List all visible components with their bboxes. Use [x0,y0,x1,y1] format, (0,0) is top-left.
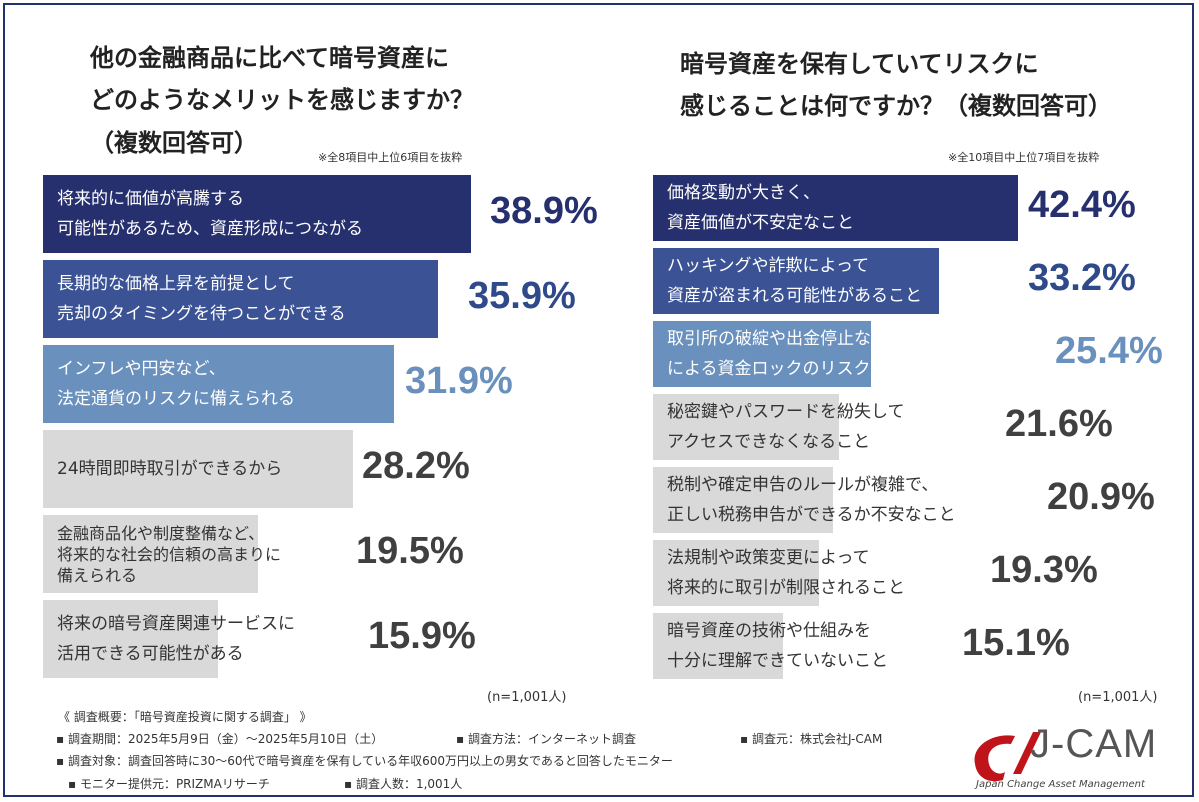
left-chart-bar-label-line: 備えられる [57,566,138,585]
left-chart-bar-label-line: 法定通貨のリスクに備えられる [57,389,295,409]
left-chart-bar-label-line: 可能性があるため、資産形成につながる [57,219,363,239]
survey-method: ▪ 調査方法：インターネット調査 [456,732,636,746]
survey-source: ▪ 調査元：株式会社J-CAM [740,732,883,746]
right-chart-bar-label-line: による資金ロックのリスク [667,359,871,379]
left-chart-title-line2: どのようなメリットを感じますか？ [90,86,474,114]
logo-swoosh-icon [974,735,1015,782]
left-chart-bar-label-line: 活用できる可能性がある [57,644,244,664]
left-chart-bar-label-line: 長期的な価格上昇を前提として [57,274,295,294]
left-chart-bar [43,600,218,678]
left-chart-value-label: 31.9% [405,360,513,402]
left-chart-bar-label-line: 金融商品化や制度整備など、 [57,524,265,543]
left-chart-bar [43,345,394,423]
right-chart-bar-label-line: アクセスできなくなること [667,432,871,452]
right-chart-title-line2: 感じることは何ですか？（複数回答可） [680,92,1112,120]
right-chart-bar-label-line: 秘密鍵やパスワードを紛失して [667,402,905,422]
left-chart-bar [43,430,353,508]
right-chart-bar [653,613,783,679]
right-chart-bar [653,175,1018,241]
right-chart-bar-label-line: 法規制や政策変更によって [667,548,870,568]
survey-provider: ▪ モニター提供元：PRIZMAリサーチ [68,777,270,791]
right-chart-value-label: 20.9% [1047,476,1155,518]
left-chart-bar-label-line: 24時間即時取引ができるから [57,459,283,479]
right-chart-n-label: (n=1,001人) [1078,690,1158,705]
right-chart-value-label: 33.2% [1028,257,1136,299]
right-chart-note: ※全10項目中上位7項目を抜粋 [948,151,1100,164]
right-chart-value-label: 19.3% [990,549,1098,591]
left-chart-value-label: 28.2% [362,445,470,487]
right-chart-bar-label-line: 正しい税務申告ができるか不安なこと [667,505,956,525]
infographic-frame [3,3,1194,797]
right-chart-bar-label-line: 資産が盗まれる可能性があること [667,286,922,306]
left-chart-bar-label-line: 将来的な社会的信頼の高まりに [57,545,282,564]
right-chart-bar [653,394,839,460]
right-chart-bar-label-line: 価格変動が大きく、 [667,183,820,203]
left-chart-n-label: (n=1,001人) [487,690,567,705]
right-chart-bar [653,540,819,606]
logo-slash-icon [1013,732,1041,774]
right-chart-bar-label-line: 取引所の破綻や出金停止など [667,329,888,349]
left-chart-value-label: 15.9% [368,615,476,657]
right-chart-bar-label-line: ハッキングや詐欺によって [667,256,870,276]
left-chart-value-label: 35.9% [468,275,576,317]
survey-count: ▪ 調査人数：1,001人 [344,777,463,791]
right-chart-bar-label-line: 税制や確定申告のルールが複雑で、 [667,475,939,495]
logo-name: J-CAM [1030,722,1158,766]
right-chart-value-label: 42.4% [1028,184,1136,226]
left-chart-bar [43,260,438,338]
logo-tagline: Japan Change Asset Management [976,779,1145,790]
right-chart-title-line1: 暗号資産を保有していてリスクに [680,50,1039,78]
right-chart-value-label: 15.1% [962,622,1070,664]
left-chart-note: ※全8項目中上位6項目を抜粋 [318,151,463,164]
right-chart-value-label: 25.4% [1055,330,1163,372]
left-chart-bar-label-line: 将来的に価値が高騰する [57,189,244,209]
left-chart-bar [43,175,471,253]
right-chart-bar-label-line: 将来的に取引が制限されること [667,578,905,598]
right-chart-value-label: 21.6% [1005,403,1113,445]
left-chart-title-line3: （複数回答可） [90,129,258,157]
right-chart-bar [653,321,871,387]
left-chart-bar-label-line: 将来の暗号資産関連サービスに [57,614,295,634]
right-chart-bar [653,248,939,314]
survey-target: ▪ 調査対象：調査回答時に30〜60代で暗号資産を保有している年収600万円以上… [56,754,673,768]
right-chart-bar-label-line: 暗号資産の技術や仕組みを [667,621,871,641]
left-chart-value-label: 38.9% [490,190,598,232]
survey-overview-title: 《 調査概要：「暗号資産投資に関する調査」 》 [58,710,312,724]
left-chart-bar-label-line: インフレや円安など、 [57,359,226,379]
left-chart-bar [43,515,258,593]
left-chart-title-line1: 他の金融商品に比べて暗号資産に [90,44,450,72]
right-chart-bar-label-line: 資産価値が不安定なこと [667,213,854,233]
survey-period: ▪ 調査期間：2025年5月9日（金）〜2025年5月10日（土） [56,732,384,746]
right-chart-bar [653,467,833,533]
left-chart-value-label: 19.5% [356,530,464,572]
left-chart-bar-label-line: 売却のタイミングを待つことができる [57,304,346,324]
right-chart-bar-label-line: 十分に理解できていないこと [667,651,888,671]
jcam-logo-mark [974,732,1041,782]
